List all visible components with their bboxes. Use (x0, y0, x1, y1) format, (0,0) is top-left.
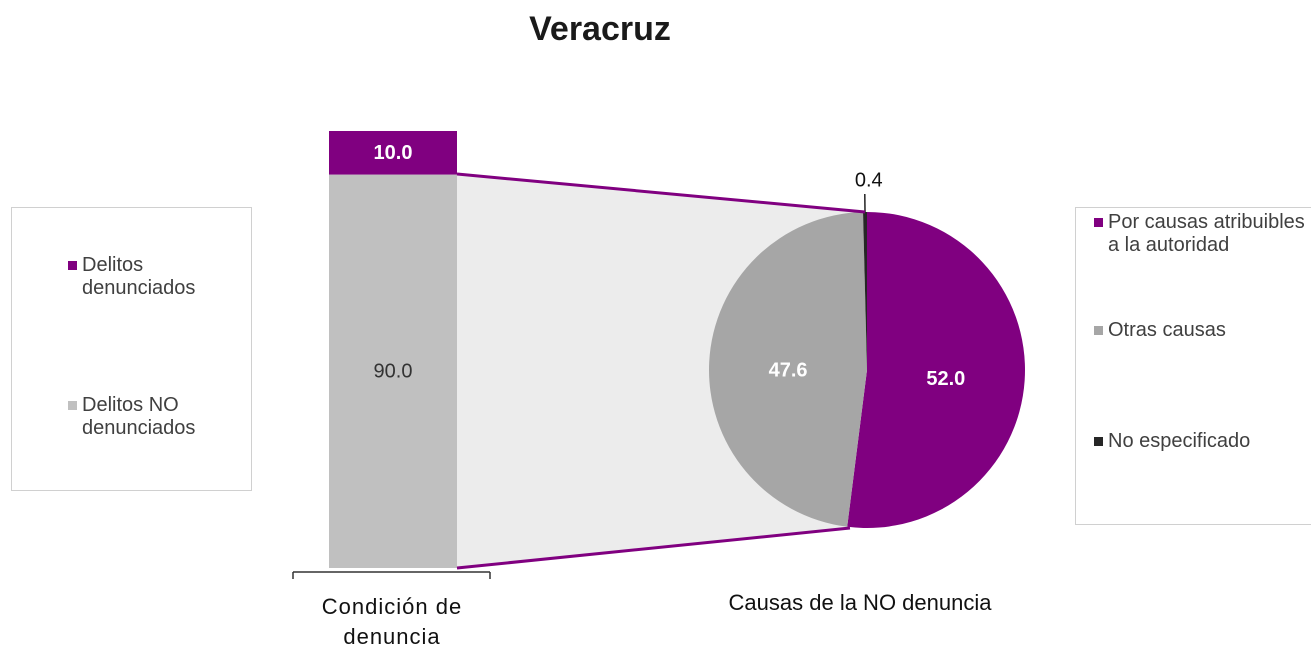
legend-label: Delitos NO denunciados (82, 394, 196, 439)
legend-item: Por causas atribuibles a la autoridad (1094, 211, 1311, 257)
bar-segment (329, 174, 457, 568)
legend-swatch (68, 261, 77, 270)
bar-segment (329, 131, 457, 175)
legend-item: Delitos denunciados (68, 254, 252, 300)
legend-label: No especificado (1108, 430, 1251, 452)
legend-swatch (1094, 437, 1103, 446)
legend-item: Delitos NO denunciados (68, 394, 252, 440)
connector-line (456, 526, 851, 570)
legend: Por causas atribuibles a la autoridad Otr… (1075, 207, 1311, 525)
legend-label: Por causas atribuibles a la autoridad (1108, 211, 1305, 256)
data-label: 90.0 (374, 361, 413, 383)
legend-item: Otras causas (1094, 319, 1311, 342)
legend-label: Delitos denunciados (82, 254, 196, 299)
legend-swatch (1094, 326, 1103, 335)
legend-item: No especificado (1094, 430, 1311, 453)
pie-slice (863, 212, 867, 370)
data-label: 47.6 (769, 359, 808, 381)
x-axis-label: Causas de la NO denuncia (728, 590, 992, 615)
legend-label: Otras causas (1108, 319, 1226, 341)
pie-slice (847, 212, 1025, 528)
legend-swatch (1094, 218, 1103, 227)
data-label: 10.0 (374, 142, 413, 164)
data-label: 0.4 (855, 169, 883, 191)
x-axis-label: Condición de denuncia (321, 594, 463, 649)
pie-slice (708, 212, 867, 527)
connector-line (456, 172, 866, 214)
data-label: 52.0 (926, 368, 965, 390)
legend: Delitos denunciados Delitos NO denunciado… (11, 207, 252, 491)
chart-title: Veracruz (529, 10, 671, 48)
legend-swatch (68, 401, 77, 410)
